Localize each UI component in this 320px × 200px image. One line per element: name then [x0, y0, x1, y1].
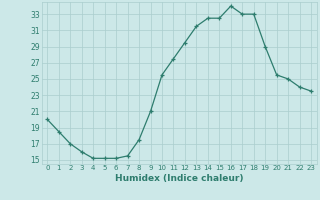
- X-axis label: Humidex (Indice chaleur): Humidex (Indice chaleur): [115, 174, 244, 183]
